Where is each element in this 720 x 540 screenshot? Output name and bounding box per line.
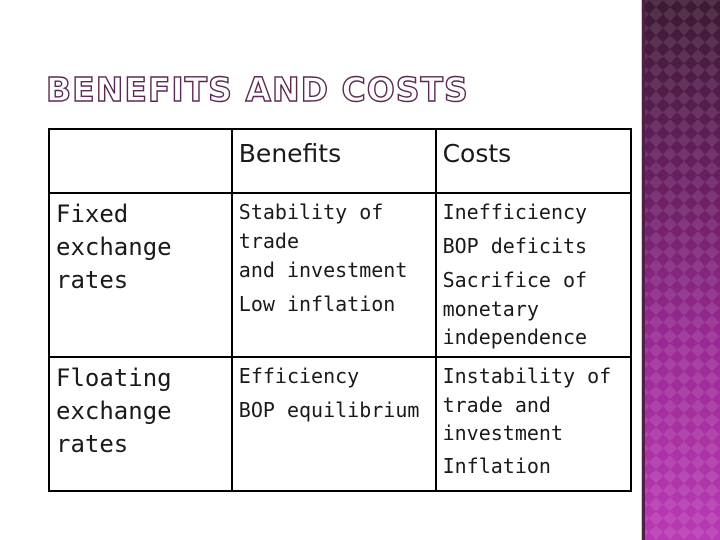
cost-line: investment: [443, 419, 624, 447]
benefits-cell: Efficiency BOP equilibrium: [232, 357, 436, 491]
costs-cell: Instability of trade and investment Infl…: [436, 357, 631, 491]
side-band-divider: [641, 0, 642, 540]
cost-line: trade and: [443, 391, 624, 419]
header-cell-empty: [49, 129, 232, 193]
cost-line: independence: [443, 323, 624, 351]
benefit-line: and investment: [239, 256, 429, 285]
cost-line: Inefficiency: [443, 198, 624, 227]
cost-line: BOP deficits: [443, 232, 624, 261]
row-label-line: rates: [56, 264, 225, 297]
table-header-row: Benefits Costs: [49, 129, 631, 193]
row-label-line: Fixed: [56, 198, 225, 231]
table-row-floating: Floating exchange rates Efficiency BOP e…: [49, 357, 631, 491]
header-cell-costs: Costs: [436, 129, 631, 193]
costs-cell: Inefficiency BOP deficits Sacrifice of m…: [436, 193, 631, 357]
header-label-costs: Costs: [443, 134, 624, 168]
cost-line: Instability of: [443, 362, 624, 391]
decorative-side-band: [642, 0, 720, 540]
row-label-line: exchange: [56, 395, 225, 428]
header-cell-benefits: Benefits: [232, 129, 436, 193]
benefits-cell: Stability of trade and investment Low in…: [232, 193, 436, 357]
benefit-line: BOP equilibrium: [239, 396, 429, 425]
row-label-cell: Floating exchange rates: [49, 357, 232, 491]
slide-title: BENEFITS AND COSTS: [46, 70, 469, 110]
header-label: [56, 134, 225, 140]
row-label-line: rates: [56, 428, 225, 461]
row-label-cell: Fixed exchange rates: [49, 193, 232, 357]
benefit-line: Stability of trade: [239, 198, 429, 256]
table-row-fixed: Fixed exchange rates Stability of trade …: [49, 193, 631, 357]
benefit-line: Efficiency: [239, 362, 429, 391]
benefits-costs-table: Benefits Costs Fixed exchange rates Stab…: [48, 128, 632, 492]
row-label-line: exchange: [56, 231, 225, 264]
cost-line: Inflation: [443, 452, 624, 481]
row-label-line: Floating: [56, 362, 225, 395]
header-label-benefits: Benefits: [239, 134, 429, 168]
cost-line: Sacrifice of: [443, 266, 624, 295]
cost-line: monetary: [443, 295, 624, 323]
benefit-line: Low inflation: [239, 290, 429, 319]
